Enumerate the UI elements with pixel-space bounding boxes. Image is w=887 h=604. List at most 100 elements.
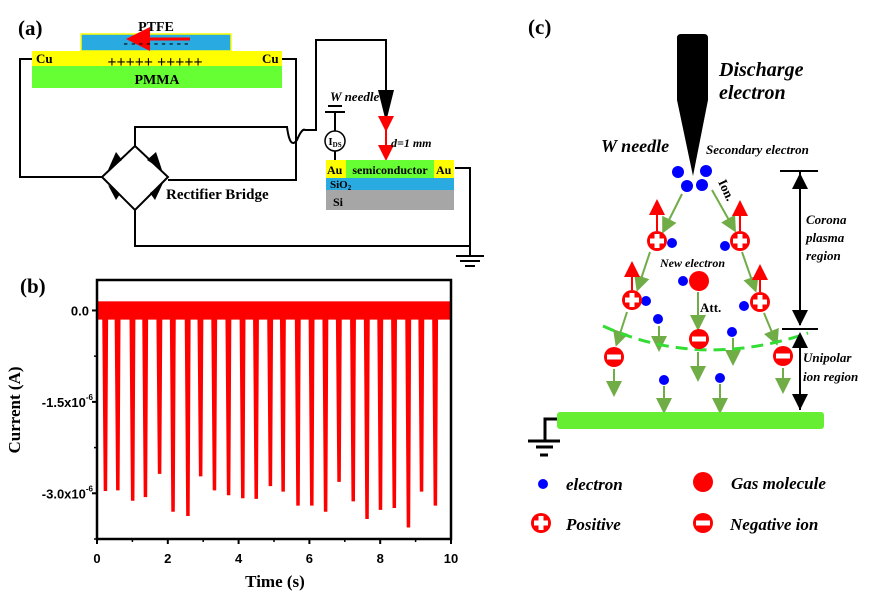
ground-plate: [557, 412, 824, 429]
legend: electron Gas molecule Positive Negative …: [531, 472, 826, 534]
corona-label-2: plasma: [805, 230, 845, 245]
w-needle-icon: [677, 34, 708, 176]
ptfe-label: PTFE: [138, 20, 174, 35]
ion-drift-arrows: [624, 199, 768, 292]
legend-negative-ion-icon: [693, 513, 713, 533]
new-electron-label: New electron: [659, 256, 725, 270]
corona-label-1: Corona: [806, 212, 847, 227]
x-tick-label: 10: [444, 551, 458, 566]
positive-ion: [647, 231, 667, 251]
semiconductor-layer: [346, 160, 434, 178]
discharge-label-1: Discharge: [718, 59, 804, 81]
y-tick-label: 0.0: [71, 303, 89, 318]
panel-a-label: (a): [18, 16, 43, 40]
distance-label: d=1 mm: [391, 136, 432, 150]
region-scale-bar: [780, 170, 818, 410]
secondary-electron-label: Secondary electron: [706, 142, 809, 157]
pmma-layer: [32, 66, 282, 88]
au-right-contact: [434, 160, 454, 178]
x-tick-label: 6: [306, 551, 313, 566]
current-pulse: [129, 309, 136, 501]
current-pulse: [377, 309, 384, 510]
current-pulse: [308, 309, 315, 506]
plot-frame: [95, 278, 453, 541]
current-pulse: [432, 309, 439, 506]
positive-ion: [750, 292, 770, 312]
current-pulse: [156, 309, 163, 474]
si-layer: [326, 190, 454, 210]
au-left-label: Au: [327, 163, 343, 177]
panel-c-label: (c): [528, 15, 551, 39]
current-pulse: [267, 309, 274, 487]
current-pulse: [197, 309, 204, 477]
current-pulse: [391, 309, 398, 509]
panel-c: (c) Discharge electron W needle Secondar…: [528, 15, 858, 534]
au-left-contact: [326, 160, 346, 178]
battery-icon: [325, 105, 345, 160]
unipolar-label-1: Unipolar: [803, 350, 852, 365]
current-pulse: [279, 309, 286, 492]
rectifier-diodes: [108, 152, 163, 200]
legend-gas-molecule-icon: [693, 472, 713, 492]
ion-label: Ion.: [715, 177, 738, 203]
baseline-noise-band: [98, 301, 450, 320]
x-tick-label: 0: [93, 551, 100, 566]
panel-b: (b) 0 2 4 6 8 10 0.0 -1.5x10-6 -3.0x10-6 Time (s…: [5, 274, 458, 591]
negative-ion: [773, 346, 793, 366]
legend-electron: electron: [566, 475, 623, 494]
ground-icon: [528, 417, 560, 457]
sio2-label: SiO2: [330, 179, 352, 192]
current-pulse: [225, 309, 232, 496]
panel-a: (a) PTFE - - - - - - - - - Cu Cu +++++ +…: [18, 16, 484, 267]
au-right-label: Au: [436, 163, 452, 177]
corona-label-3: region: [806, 248, 841, 263]
current-pulse: [239, 309, 246, 499]
ground-icon: [456, 246, 484, 267]
w-needle-label: W needle: [330, 89, 379, 104]
current-pulse: [363, 309, 370, 520]
discharge-label-2: electron: [719, 82, 786, 104]
x-tick-label: 4: [235, 551, 243, 566]
current-pulse: [418, 309, 425, 492]
x-axis-label: Time (s): [245, 572, 305, 591]
semiconductor-label: semiconductor: [352, 163, 428, 177]
current-pulse: [294, 309, 301, 506]
y-tick-label: -1.5x10-6: [42, 393, 94, 410]
w-needle-tip: [378, 90, 394, 122]
y-axis-label: Current (A): [5, 366, 24, 453]
y-tick-label: -3.0x10-6: [42, 484, 94, 501]
current-pulse: [114, 309, 121, 491]
legend-positive-icon: [531, 513, 551, 533]
current-pulse: [142, 309, 149, 498]
current-pulse: [252, 309, 259, 499]
gas-molecule: [689, 271, 709, 291]
ammeter-label: IDS: [328, 136, 341, 149]
ptfe-negative-charges: - - - - - - - - -: [124, 35, 189, 50]
rectifier-bridge-label: Rectifier Bridge: [166, 187, 269, 203]
cu-right-label: Cu: [262, 51, 279, 66]
current-pulse: [211, 309, 218, 491]
legend-electron-icon: [538, 479, 548, 489]
current-pulse: [184, 309, 191, 516]
cu-left-label: Cu: [36, 51, 53, 66]
current-pulse: [169, 309, 176, 512]
current-pulse: [349, 309, 356, 502]
si-label: Si: [333, 195, 344, 209]
att-label: Att.: [700, 300, 721, 315]
legend-negative-ion: Negative ion: [729, 515, 818, 534]
unipolar-label-2: ion region: [803, 369, 858, 384]
negative-ion: [689, 329, 709, 349]
pmma-label: PMMA: [134, 73, 180, 88]
negative-ion: [604, 347, 624, 367]
cu-electrode: [32, 51, 282, 66]
current-pulse: [335, 309, 342, 482]
x-tick-label: 2: [164, 551, 171, 566]
positive-ion: [730, 231, 750, 251]
positive-ion: [622, 290, 642, 310]
legend-gas-molecule: Gas molecule: [731, 474, 826, 493]
current-chart: 0 2 4 6 8 10 0.0 -1.5x10-6 -3.0x10-6: [42, 301, 458, 566]
plasma-boundary: [602, 324, 809, 352]
w-needle-label: W needle: [601, 136, 669, 156]
sio2-layer: [326, 178, 454, 190]
